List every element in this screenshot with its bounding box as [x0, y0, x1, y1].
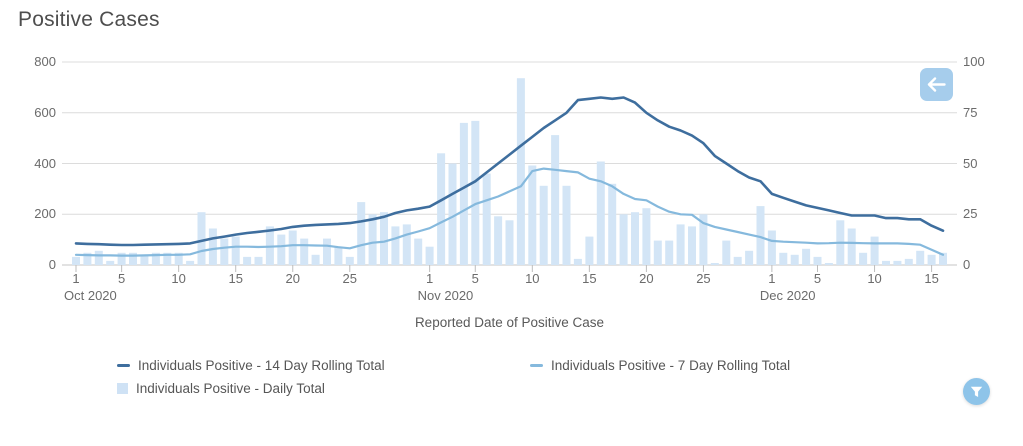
y-axis-label-left: 600	[34, 104, 56, 120]
chart-plot-area	[62, 61, 957, 272]
x-axis-label: 1	[72, 271, 80, 286]
y-axis-label-right: 25	[963, 206, 978, 222]
y-axis-label-right: 0	[963, 257, 971, 272]
legend-item: Individuals Positive - Daily Total	[117, 381, 325, 396]
x-axis-label: 5	[813, 271, 822, 286]
x-axis-title: Reported Date of Positive Case	[414, 315, 605, 330]
x-axis-label: 1	[768, 271, 776, 286]
legend-item: Individuals Positive - 7 Day Rolling Tot…	[530, 358, 790, 373]
x-axis-label: 15	[924, 271, 939, 286]
legend-line-marker	[117, 364, 130, 367]
month-label: Dec 2020	[759, 288, 816, 303]
month-label: Nov 2020	[417, 288, 474, 303]
legend-line-marker	[530, 364, 543, 367]
back-button[interactable]	[920, 68, 953, 101]
legend-label: Individuals Positive - 7 Day Rolling Tot…	[551, 358, 791, 373]
x-axis-label: 25	[342, 271, 358, 286]
x-axis-label: 15	[582, 271, 597, 286]
x-axis-label: 15	[228, 271, 243, 286]
y-axis-label-left: 800	[34, 54, 56, 69]
x-axis-label: 20	[639, 271, 654, 286]
month-label: Oct 2020	[64, 288, 117, 303]
filter-button[interactable]	[963, 378, 990, 405]
x-axis-label: 10	[867, 271, 882, 286]
x-axis-label: 5	[118, 271, 126, 286]
legend-item: Individuals Positive - 14 Day Rolling To…	[117, 358, 385, 373]
x-axis-label: 10	[171, 271, 186, 286]
y-axis-label-left: 200	[34, 206, 56, 222]
x-axis-label: 5	[471, 271, 479, 286]
y-axis-label-left: 400	[34, 155, 56, 171]
y-axis-label-right: 100	[963, 54, 985, 69]
legend-label: Individuals Positive - 14 Day Rolling To…	[138, 358, 385, 373]
x-axis-label: 25	[696, 271, 711, 286]
arrow-left-icon	[927, 77, 946, 92]
x-axis-label: 20	[285, 271, 300, 286]
page-title: Positive Cases	[18, 8, 160, 31]
legend-square-marker	[117, 383, 128, 394]
x-axis-label: 1	[426, 271, 434, 286]
y-axis-label-right: 75	[963, 104, 978, 120]
y-axis-label-left: 0	[48, 257, 56, 272]
funnel-icon	[970, 386, 983, 398]
y-axis-label-right: 50	[963, 155, 978, 171]
x-axis-label: 10	[525, 271, 540, 286]
legend-label: Individuals Positive - Daily Total	[136, 381, 325, 396]
